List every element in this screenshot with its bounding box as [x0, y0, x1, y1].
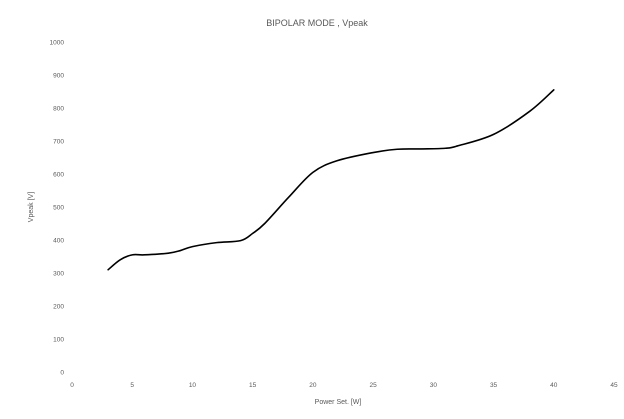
x-tick-label: 20 — [309, 382, 317, 389]
x-axis-title: Power Set. [W] — [315, 399, 362, 406]
chart-title: BIPOLAR MODE , Vpeak — [266, 18, 368, 28]
y-tick-label: 800 — [53, 106, 64, 113]
x-tick-label: 40 — [550, 382, 558, 389]
x-axis-ticks: 0 5 10 15 20 25 30 35 40 45 — [70, 382, 618, 389]
y-axis-title: Vpeak [V] — [28, 192, 35, 222]
x-tick-label: 5 — [130, 382, 134, 389]
y-tick-label: 1000 — [50, 40, 65, 47]
x-tick-label: 30 — [430, 382, 438, 389]
y-tick-label: 600 — [53, 172, 64, 179]
x-tick-label: 15 — [249, 382, 257, 389]
y-tick-label: 200 — [53, 304, 64, 311]
y-tick-label: 900 — [53, 73, 64, 80]
y-tick-label: 0 — [60, 370, 64, 377]
y-tick-label: 100 — [53, 337, 64, 344]
y-axis-ticks: 0 100 200 300 400 500 600 700 800 900 1000 — [50, 40, 65, 377]
x-tick-label: 45 — [610, 382, 618, 389]
x-tick-label: 0 — [70, 382, 74, 389]
y-tick-label: 300 — [53, 271, 64, 278]
series-layer — [107, 89, 555, 271]
x-tick-label: 10 — [189, 382, 197, 389]
series-line — [107, 89, 555, 271]
y-tick-label: 700 — [53, 139, 64, 146]
y-tick-label: 400 — [53, 238, 64, 245]
x-tick-label: 35 — [490, 382, 498, 389]
x-tick-label: 25 — [369, 382, 377, 389]
y-tick-label: 500 — [53, 205, 64, 212]
